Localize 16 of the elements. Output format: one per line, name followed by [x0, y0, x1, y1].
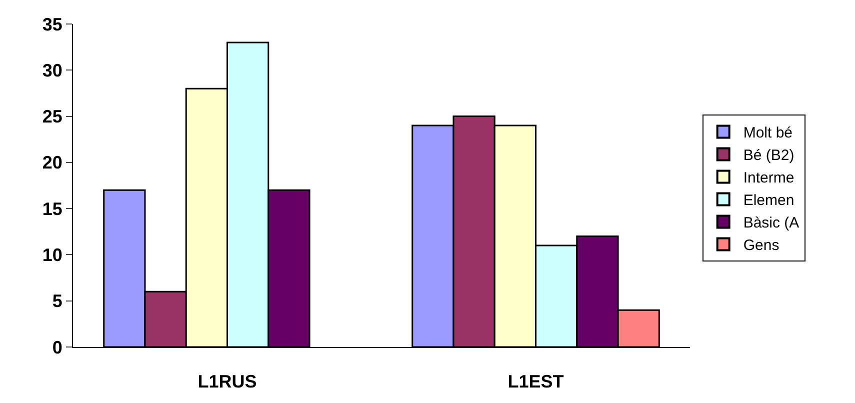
x-tick-label: L1RUS: [198, 372, 257, 392]
legend-label: Elemen: [743, 192, 794, 210]
y-tick-label: 0: [52, 337, 62, 358]
y-tick-label: 30: [42, 60, 62, 80]
legend-label: Interme: [743, 170, 794, 187]
y-tick-label: 35: [42, 14, 62, 34]
legend-label: Bàsic (A: [743, 214, 800, 232]
legend-label: Bé (B2): [743, 147, 794, 164]
legend-label: Molt bé: [743, 124, 793, 142]
y-tick-label: 5: [52, 291, 62, 312]
y-tick-label: 15: [42, 198, 62, 219]
legend-label: Gens: [743, 237, 780, 254]
y-tick-label: 10: [42, 245, 62, 266]
y-tick-label: 20: [42, 152, 62, 173]
x-tick-label: L1EST: [508, 372, 564, 392]
y-tick-label: 25: [42, 106, 62, 127]
